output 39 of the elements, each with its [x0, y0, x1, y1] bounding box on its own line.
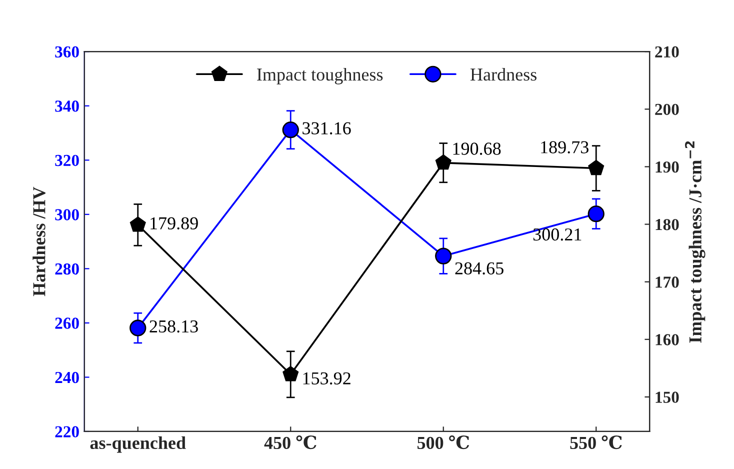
x-tick-label: as-quenched [90, 436, 186, 453]
y-axis-title: Hardness /HV [32, 186, 46, 296]
x-tick-label: 450 ℃ [264, 435, 316, 450]
data-label: 300.21 [533, 228, 582, 241]
point [130, 320, 146, 336]
point [282, 122, 299, 138]
y-tick-label: 280 [55, 263, 79, 275]
point [588, 160, 604, 176]
y2-tick-label: 180 [656, 218, 679, 230]
x-tick-label: 550 ℃ [570, 435, 622, 450]
y2-tick-label: 150 [656, 392, 679, 403]
data-label: 258.13 [150, 320, 198, 333]
y-tick-label: 220 [55, 426, 79, 438]
y2-tick-label: 200 [655, 104, 679, 116]
y-tick-label: 360 [55, 46, 79, 58]
y2-axis-title: Impact toughness /J·cm$^{−2}$ [685, 141, 706, 343]
y2-tick-label: 170 [656, 276, 679, 288]
y2-tick-label: 190 [656, 161, 679, 173]
data-label: 284.65 [455, 262, 504, 275]
data-label: 179.89 [150, 217, 198, 230]
data-label: 189.73 [541, 141, 588, 154]
legend-label: Impact toughness [257, 68, 383, 84]
point [435, 154, 452, 170]
point [282, 366, 299, 382]
y2-tick-label: 210 [655, 46, 679, 58]
point [588, 205, 604, 222]
point [130, 216, 146, 232]
y-tick-label: 300 [55, 209, 79, 220]
y-tick-label: 240 [55, 372, 79, 384]
data-label: 153.92 [303, 372, 350, 385]
y-tick-label: 340 [55, 100, 79, 112]
data-label: 190.68 [453, 142, 501, 155]
y-tick-label: 260 [55, 318, 79, 329]
x-tick-label: 500 ℃ [417, 435, 470, 450]
point [435, 248, 452, 264]
y2-tick-label: 160 [656, 334, 679, 346]
legend-label: Hardness [470, 68, 536, 81]
data-label: 331.16 [302, 122, 351, 134]
y-tick-label: 320 [55, 154, 79, 166]
